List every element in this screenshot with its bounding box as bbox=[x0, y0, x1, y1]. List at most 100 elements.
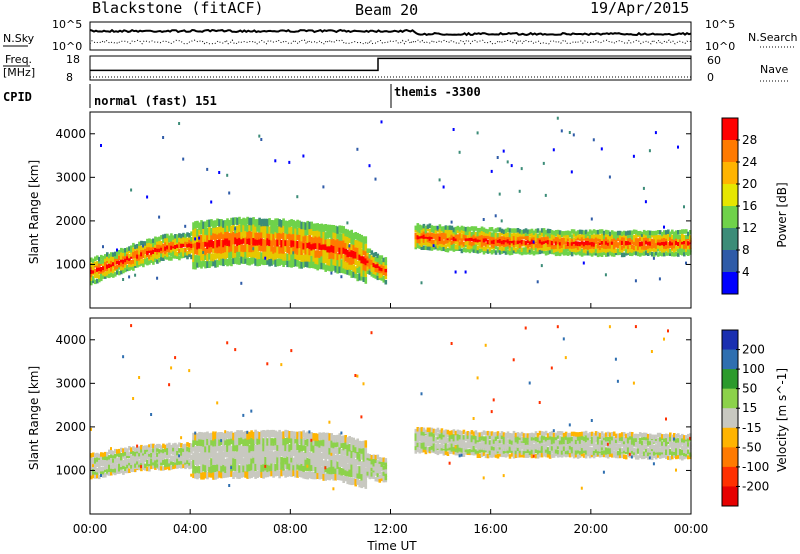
power-cell bbox=[430, 232, 434, 237]
velocity-cbar-tick-label: -200 bbox=[742, 479, 769, 493]
power-cell bbox=[374, 270, 378, 275]
velocity-cell bbox=[120, 465, 123, 470]
power-cell bbox=[502, 246, 506, 251]
power-cell bbox=[164, 254, 167, 260]
velocity-cell bbox=[488, 434, 492, 440]
power-cell bbox=[268, 245, 271, 254]
power-cell bbox=[342, 254, 345, 262]
velocity-cell bbox=[634, 455, 638, 460]
power-cell bbox=[132, 254, 135, 259]
power-cell bbox=[422, 238, 426, 243]
velocity-cell bbox=[648, 436, 652, 442]
velocity-scatter-cell bbox=[266, 362, 269, 366]
velocity-cell bbox=[266, 469, 269, 478]
power-cell bbox=[148, 248, 151, 254]
power-cell bbox=[652, 242, 656, 247]
velocity-cell bbox=[424, 437, 428, 443]
velocity-cell bbox=[136, 453, 139, 458]
velocity-cell bbox=[104, 467, 107, 473]
velocity-cell bbox=[558, 452, 562, 458]
velocity-cell bbox=[380, 457, 384, 462]
power-cell bbox=[671, 240, 674, 246]
power-cell bbox=[616, 248, 620, 254]
power-cell bbox=[610, 237, 614, 242]
power-cell bbox=[572, 229, 576, 234]
power-cell bbox=[274, 259, 277, 267]
velocity-cell bbox=[258, 431, 261, 440]
power-cell bbox=[576, 245, 580, 250]
power-cell bbox=[166, 233, 169, 239]
power-cell bbox=[142, 245, 145, 251]
power-cell bbox=[236, 238, 239, 246]
power-cell bbox=[298, 261, 301, 269]
velocity-cell bbox=[538, 448, 542, 453]
power-cell bbox=[248, 223, 251, 231]
velocity-cell bbox=[330, 440, 333, 448]
power-scatter-cell bbox=[450, 220, 453, 224]
velocity-cell bbox=[556, 431, 560, 436]
velocity-scatter-cell bbox=[148, 444, 151, 448]
velocity-scatter-cell bbox=[306, 464, 309, 468]
velocity-cell bbox=[218, 470, 221, 478]
velocity-cell bbox=[622, 439, 626, 445]
velocity-cell bbox=[216, 452, 219, 461]
velocity-cell bbox=[667, 451, 670, 457]
velocity-cell bbox=[448, 437, 452, 442]
power-cell bbox=[658, 235, 662, 240]
velocity-cell bbox=[230, 451, 233, 460]
velocity-frame-bg bbox=[90, 318, 691, 514]
velocity-cell bbox=[646, 441, 650, 446]
power-cell bbox=[604, 248, 608, 254]
power-cell bbox=[498, 232, 502, 237]
power-cell bbox=[600, 243, 604, 248]
velocity-cell bbox=[654, 454, 658, 460]
power-cell bbox=[220, 224, 223, 233]
power-cell bbox=[656, 244, 660, 249]
velocity-cell bbox=[268, 430, 271, 438]
velocity-cell bbox=[588, 453, 592, 459]
power-scatter-cell bbox=[322, 185, 325, 189]
velocity-cell bbox=[683, 441, 686, 447]
power-cell bbox=[206, 227, 209, 236]
power-cell bbox=[306, 235, 309, 243]
velocity-cell bbox=[626, 442, 630, 448]
velocity-cell bbox=[466, 444, 470, 449]
velocity-scatter-cell bbox=[524, 326, 527, 330]
power-scatter-cell bbox=[252, 247, 255, 251]
velocity-cell bbox=[222, 457, 225, 465]
velocity-cell bbox=[92, 468, 95, 474]
power-cell bbox=[146, 238, 149, 244]
velocity-cell bbox=[638, 444, 642, 449]
power-cell bbox=[494, 250, 498, 255]
velocity-cell bbox=[256, 455, 259, 464]
power-cell bbox=[671, 237, 674, 243]
power-cell bbox=[100, 269, 103, 274]
power-cell bbox=[560, 237, 564, 242]
power-cell bbox=[665, 251, 668, 256]
velocity-cell bbox=[374, 454, 378, 460]
velocity-cell bbox=[638, 447, 642, 452]
velocity-cell bbox=[340, 440, 343, 448]
power-cell bbox=[510, 250, 514, 255]
power-cell bbox=[520, 235, 524, 240]
velocity-cell bbox=[646, 434, 650, 439]
power-cell bbox=[120, 261, 123, 267]
velocity-cell bbox=[214, 444, 217, 452]
power-cell bbox=[146, 252, 149, 258]
velocity-cell bbox=[314, 445, 317, 453]
power-cell bbox=[214, 252, 217, 260]
velocity-cell bbox=[242, 458, 245, 466]
power-cell bbox=[282, 224, 285, 233]
velocity-scatter-cell bbox=[332, 487, 335, 491]
power-cell bbox=[689, 237, 692, 243]
velocity-cell bbox=[480, 445, 484, 450]
velocity-cell bbox=[106, 464, 109, 470]
velocity-cell bbox=[466, 449, 470, 454]
power-cell bbox=[480, 226, 484, 231]
velocity-scatter-cell bbox=[220, 439, 223, 443]
power-cell bbox=[304, 254, 307, 262]
power-cell bbox=[448, 240, 452, 245]
power-cell bbox=[362, 256, 366, 264]
velocity-cell bbox=[470, 430, 474, 435]
velocity-cell bbox=[624, 454, 628, 460]
